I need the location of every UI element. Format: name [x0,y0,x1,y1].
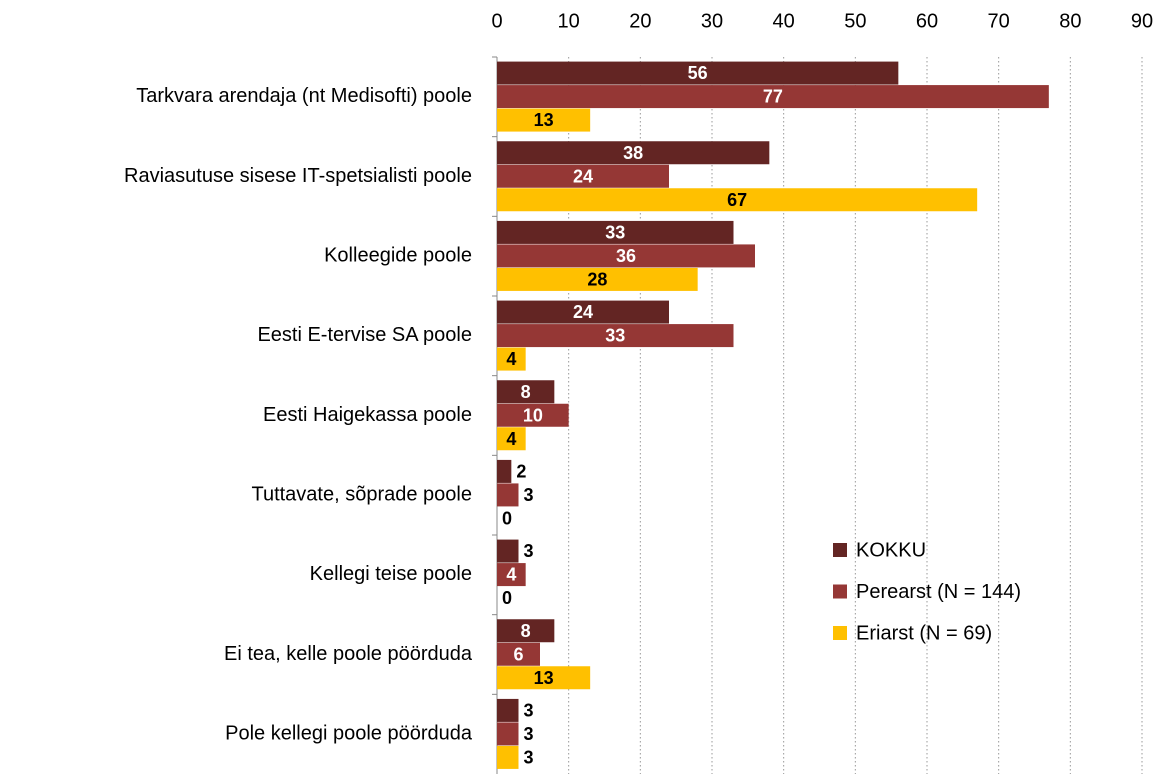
bar [497,244,755,268]
bar [497,380,555,404]
legend-label: Eriarst (N = 69) [856,622,992,644]
x-tick-label: 20 [629,10,651,32]
x-tick-label: 10 [558,10,580,32]
data-label: 3 [524,700,534,720]
x-tick-label: 50 [844,10,866,32]
data-label: 8 [521,621,531,641]
bar [497,188,978,212]
x-tick-label: 90 [1131,10,1153,32]
bar [497,267,698,291]
data-label: 13 [534,668,554,688]
bar [497,619,555,643]
data-label: 13 [534,110,554,130]
data-label: 4 [506,349,516,369]
bar [497,108,591,132]
bar [497,427,526,451]
bar [497,666,591,690]
bar [497,61,899,85]
bar [497,403,569,427]
y-tick-label: Eesti Haigekassa poole [263,404,472,426]
bar [497,324,734,348]
bar [497,459,512,483]
bar [497,220,734,244]
bar [497,722,519,746]
bar [497,745,519,769]
data-label: 24 [573,302,593,322]
data-label: 33 [605,326,625,346]
data-label: 8 [521,382,531,402]
data-label: 0 [502,588,512,608]
x-tick-label: 40 [773,10,795,32]
x-tick-label: 60 [916,10,938,32]
y-tick-label: Pole kellegi poole pöörduda [225,722,473,744]
legend-swatch [833,626,847,640]
data-label: 24 [573,166,593,186]
data-label: 3 [524,747,534,767]
bar [497,698,519,722]
data-label: 4 [506,565,516,585]
data-label: 33 [605,222,625,242]
y-tick-label: Kolleegide poole [324,244,472,266]
data-label: 77 [763,87,783,107]
data-label: 0 [502,508,512,528]
legend-label: KOKKU [856,539,926,561]
data-label: 2 [516,461,526,481]
x-tick-label: 80 [1059,10,1081,32]
data-label: 3 [524,485,534,505]
data-label: 3 [524,541,534,561]
legend-swatch [833,584,847,599]
y-tick-label: Ei tea, kelle poole pöörduda [224,643,473,665]
bar [497,300,669,324]
x-tick-label: 0 [491,10,502,32]
y-tick-label: Kellegi teise poole [310,563,472,585]
bar [497,563,526,587]
legend-swatch [833,543,847,557]
data-label: 6 [513,644,523,664]
y-tick-label: Eesti E-tervise SA poole [257,324,472,346]
bar [497,347,526,371]
bar [497,85,1049,109]
bar [497,642,540,666]
data-label: 3 [524,724,534,744]
y-tick-label: Tuttavate, sõprade poole [251,483,472,505]
data-label: 38 [623,143,643,163]
bar [497,164,669,188]
x-tick-label: 70 [988,10,1010,32]
data-label: 10 [523,405,543,425]
x-tick-label: 30 [701,10,723,32]
data-label: 67 [727,190,747,210]
data-label: 4 [506,429,516,449]
bar [497,141,770,165]
y-tick-label: Raviasutuse sisese IT-spetsialisti poole [124,165,472,187]
data-label: 56 [688,63,708,83]
y-tick-label: Tarkvara arendaja (nt Medisofti) poole [136,85,472,107]
data-label: 28 [587,269,607,289]
bar [497,539,519,563]
bar [497,483,519,507]
data-label: 36 [616,246,636,266]
legend-label: Perearst (N = 144) [856,581,1021,603]
